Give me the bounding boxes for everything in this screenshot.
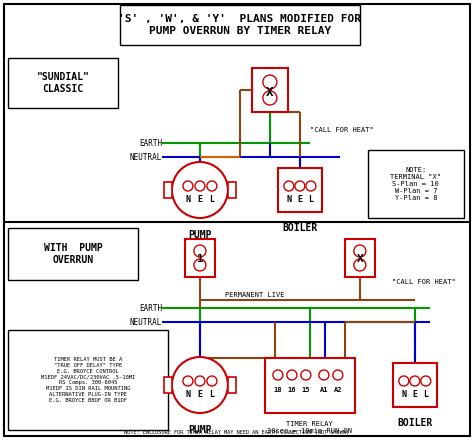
Circle shape [183, 376, 193, 386]
Circle shape [195, 376, 205, 386]
Text: N: N [185, 389, 191, 399]
Text: "SUNDIAL"
CLASSIC: "SUNDIAL" CLASSIC [36, 72, 90, 94]
FancyBboxPatch shape [252, 68, 288, 112]
Text: TIMER RELAY
30sec = 10min RUN-ON: TIMER RELAY 30sec = 10min RUN-ON [267, 421, 352, 433]
Text: WITH  PUMP
OVERRUN: WITH PUMP OVERRUN [44, 243, 102, 265]
FancyBboxPatch shape [368, 150, 464, 218]
FancyBboxPatch shape [120, 5, 360, 45]
FancyBboxPatch shape [4, 4, 470, 436]
FancyBboxPatch shape [8, 228, 138, 280]
Text: BOILER: BOILER [282, 223, 318, 233]
FancyBboxPatch shape [265, 358, 355, 413]
Text: X: X [266, 85, 273, 99]
Text: N: N [286, 194, 292, 203]
Text: NEUTRAL: NEUTRAL [129, 153, 162, 161]
Text: A2: A2 [334, 387, 342, 393]
Circle shape [183, 181, 193, 191]
Circle shape [410, 376, 420, 386]
Text: E: E [297, 194, 302, 203]
Circle shape [263, 75, 277, 89]
Circle shape [287, 370, 297, 380]
FancyBboxPatch shape [345, 239, 375, 277]
Circle shape [284, 181, 294, 191]
Bar [164, 377, 172, 393]
Circle shape [273, 370, 283, 380]
Circle shape [194, 259, 206, 271]
Text: N: N [185, 194, 191, 203]
Circle shape [172, 162, 228, 218]
Circle shape [319, 370, 329, 380]
Text: E: E [197, 389, 202, 399]
Text: NOTE: ENCLOSURE FOR TIMER RELAY MAY NEED AN EARTH CONNECTION (NOT SHOWN): NOTE: ENCLOSURE FOR TIMER RELAY MAY NEED… [124, 429, 349, 435]
FancyBboxPatch shape [278, 168, 322, 212]
Circle shape [207, 376, 217, 386]
Text: PUMP: PUMP [188, 425, 212, 435]
Text: L: L [210, 194, 214, 203]
Text: "CALL FOR HEAT": "CALL FOR HEAT" [392, 279, 456, 285]
Text: E: E [197, 194, 202, 203]
Circle shape [207, 181, 217, 191]
FancyBboxPatch shape [8, 58, 118, 108]
FancyBboxPatch shape [8, 330, 168, 430]
FancyBboxPatch shape [393, 363, 437, 407]
Bar [228, 377, 236, 393]
Circle shape [295, 181, 305, 191]
Circle shape [172, 357, 228, 413]
Text: E: E [412, 389, 417, 399]
Text: TIMER RELAY MUST BE A
"TRUE OFF DELAY" TYPE
E.G. BROYCE CONTROL
M1EDF 24VAC/DC/2: TIMER RELAY MUST BE A "TRUE OFF DELAY" T… [41, 357, 135, 403]
Circle shape [354, 245, 366, 257]
Text: 15: 15 [301, 387, 310, 393]
Circle shape [354, 259, 366, 271]
Text: L: L [210, 389, 214, 399]
Text: NOTE:
TERMINAL "X"
S-Plan = 10
W-Plan = 7
Y-Plan = 8: NOTE: TERMINAL "X" S-Plan = 10 W-Plan = … [390, 167, 441, 201]
Text: L: L [309, 194, 313, 203]
Text: BOILER: BOILER [397, 418, 432, 428]
Circle shape [306, 181, 316, 191]
Circle shape [195, 181, 205, 191]
Text: X: X [356, 254, 363, 264]
Text: EARTH: EARTH [139, 139, 162, 147]
Circle shape [194, 245, 206, 257]
Circle shape [399, 376, 409, 386]
Circle shape [333, 370, 343, 380]
Circle shape [421, 376, 431, 386]
Text: NEUTRAL: NEUTRAL [129, 318, 162, 326]
Text: 18: 18 [273, 387, 282, 393]
Circle shape [263, 91, 277, 105]
Text: L: L [423, 389, 428, 399]
Bar [228, 182, 236, 198]
Text: 'S' , 'W', & 'Y'  PLANS MODIFIED FOR
PUMP OVERRUN BY TIMER RELAY: 'S' , 'W', & 'Y' PLANS MODIFIED FOR PUMP… [118, 14, 361, 36]
Text: 1: 1 [197, 254, 203, 264]
Text: N: N [401, 389, 406, 399]
Text: PUMP: PUMP [188, 230, 212, 240]
FancyBboxPatch shape [185, 239, 215, 277]
Text: A1: A1 [319, 387, 328, 393]
Bar [164, 182, 172, 198]
Text: PERMANENT LIVE: PERMANENT LIVE [225, 292, 285, 298]
Circle shape [301, 370, 311, 380]
Text: 16: 16 [288, 387, 296, 393]
Text: "CALL FOR HEAT": "CALL FOR HEAT" [310, 127, 374, 133]
Text: EARTH: EARTH [139, 304, 162, 312]
